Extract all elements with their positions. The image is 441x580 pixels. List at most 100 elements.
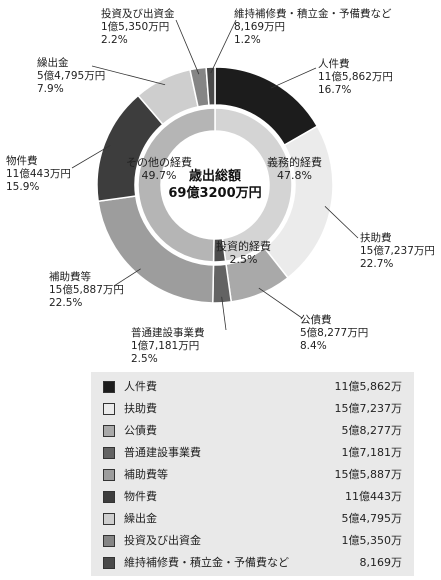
leader-line-0 [270, 67, 317, 89]
legend-swatch [103, 447, 115, 459]
annotation-transfers: 繰出金 5億4,795万円 7.9% [37, 57, 105, 96]
chart-center-title: 歳出総額 69億3200万円 [140, 168, 290, 202]
chart-total: 69億3200万円 [168, 186, 262, 201]
legend-swatch [103, 469, 115, 481]
inner-label-name: 投資的経費 [216, 240, 271, 253]
inner-label-mandatory: 義務的経費 47.8% [267, 156, 322, 182]
annotation-percent: 2.2% [101, 34, 128, 46]
legend-row: 補助費等 15億5,887万 [91, 464, 414, 486]
annotation-amount: 1億5,350万円 [101, 21, 170, 33]
annotation-amount: 11億5,862万円 [318, 71, 393, 83]
legend-value: 15億7,237万 [334, 402, 403, 415]
leader-line-5 [71, 145, 111, 169]
leader-line-4 [113, 268, 141, 287]
legend-value: 11億443万 [345, 490, 402, 503]
inner-label-name: 義務的経費 [267, 156, 322, 169]
annotation-amount: 5億8,277万円 [300, 327, 369, 339]
legend-value: 8,169万 [359, 556, 403, 569]
annotation-percent: 7.9% [37, 83, 64, 95]
annotation-debt: 公債費 5億8,277万円 8.4% [300, 314, 368, 353]
annotation-percent: 22.7% [360, 258, 394, 270]
legend-value: 1億7,181万 [341, 446, 403, 459]
legend: 人件費 11億5,862万扶助費 15億7,237万公債費 5億8,277万普通建設事… [91, 372, 414, 576]
annotation-label: 補助費等 [49, 271, 91, 283]
legend-swatch [103, 557, 115, 569]
annotation-percent: 1.2% [234, 34, 261, 46]
donut-hole [162, 132, 268, 238]
leader-line-3 [221, 296, 227, 331]
inner-slice-0 [214, 107, 293, 263]
annotation-label: 繰出金 [37, 57, 69, 69]
annotation-personnel: 人件費 11億5,862万円 16.7% [318, 58, 393, 97]
legend-value: 5億8,277万 [341, 424, 403, 437]
legend-label: 人件費 [124, 380, 157, 393]
annotation-amount: 1億7,181万円 [131, 340, 200, 352]
annotation-percent: 8.4% [300, 340, 327, 352]
legend-value: 15億5,887万 [334, 468, 403, 481]
annotation-amount: 5億4,795万円 [37, 70, 106, 82]
chart-title: 歳出総額 [188, 169, 241, 184]
annotation-label: 公債費 [300, 314, 332, 326]
inner-slice-2 [137, 107, 216, 263]
leader-line-7 [175, 19, 200, 75]
legend-swatch [103, 403, 115, 415]
inner-label-investment: 投資的経費 2.5% [216, 240, 271, 266]
legend-swatch [103, 513, 115, 525]
annotation-construction: 普通建設事業費 1億7,181万円 2.5% [131, 327, 205, 366]
legend-row: 扶助費 15億7,237万 [91, 398, 414, 420]
annotation-percent: 2.5% [131, 353, 158, 365]
leader-line-8 [210, 19, 237, 74]
legend-swatch [103, 491, 115, 503]
legend-value: 5億4,795万 [341, 512, 403, 525]
legend-label: 物件費 [124, 490, 157, 503]
legend-value: 11億5,862万 [334, 380, 403, 393]
inner-label-other: その他の経費 49.7% [126, 156, 192, 182]
leader-lines [71, 19, 359, 331]
inner-ring [137, 107, 293, 263]
inner-label-pct: 49.7% [141, 169, 177, 182]
annotation-label: 物件費 [6, 155, 38, 167]
legend-row: 繰出金 5億4,795万 [91, 508, 414, 530]
annotation-subsidies: 補助費等 15億5,887万円 22.5% [49, 271, 124, 310]
annotation-amount: 15億7,237万円 [360, 245, 435, 257]
annotation-label: 扶助費 [360, 232, 392, 244]
annotation-maintenance: 維持補修費・積立金・予備費など 8,169万円 1.2% [234, 8, 392, 47]
legend-label: 扶助費 [124, 402, 157, 415]
legend-label: 繰出金 [124, 512, 157, 525]
leader-line-2 [258, 287, 303, 319]
annotation-goods: 物件費 11億443万円 15.9% [6, 155, 71, 194]
legend-row: 普通建設事業費 1億7,181万 [91, 442, 414, 464]
annotation-label: 普通建設事業費 [131, 327, 205, 339]
legend-row: 人件費 11億5,862万 [91, 376, 414, 398]
legend-row: 投資及び出資金 1億5,350万 [91, 530, 414, 552]
annotation-percent: 16.7% [318, 84, 352, 96]
leader-line-1 [324, 206, 359, 239]
annotation-amount: 15億5,887万円 [49, 284, 124, 296]
legend-row: 維持補修費・積立金・予備費など 8,169万 [91, 552, 414, 574]
legend-label: 投資及び出資金 [124, 534, 201, 547]
inner-label-pct: 47.8% [277, 169, 312, 182]
legend-label: 補助費等 [124, 468, 168, 481]
annotation-label: 人件費 [318, 58, 350, 70]
annotation-amount: 11億443万円 [6, 168, 71, 180]
annotation-percent: 15.9% [6, 181, 40, 193]
legend-swatch [103, 425, 115, 437]
legend-swatch [103, 535, 115, 547]
inner-label-name: その他の経費 [126, 156, 192, 169]
legend-row: 公債費 5億8,277万 [91, 420, 414, 442]
outer-slice-8 [205, 66, 216, 107]
annotation-label: 維持補修費・積立金・予備費など [234, 8, 392, 20]
annotation-assistance: 扶助費 15億7,237万円 22.7% [360, 232, 435, 271]
legend-label: 普通建設事業費 [124, 446, 201, 459]
annotation-percent: 22.5% [49, 297, 83, 309]
legend-label: 公債費 [124, 424, 157, 437]
legend-swatch [103, 381, 115, 393]
legend-value: 1億5,350万 [341, 534, 403, 547]
annotation-label: 投資及び出資金 [101, 8, 175, 20]
donut-chart [71, 19, 359, 331]
legend-label: 維持補修費・積立金・予備費など [124, 556, 289, 569]
leader-line-6 [91, 65, 166, 86]
legend-row: 物件費 11億443万 [91, 486, 414, 508]
annotation-amount: 8,169万円 [234, 21, 286, 33]
annotation-investment: 投資及び出資金 1億5,350万円 2.2% [101, 8, 175, 47]
